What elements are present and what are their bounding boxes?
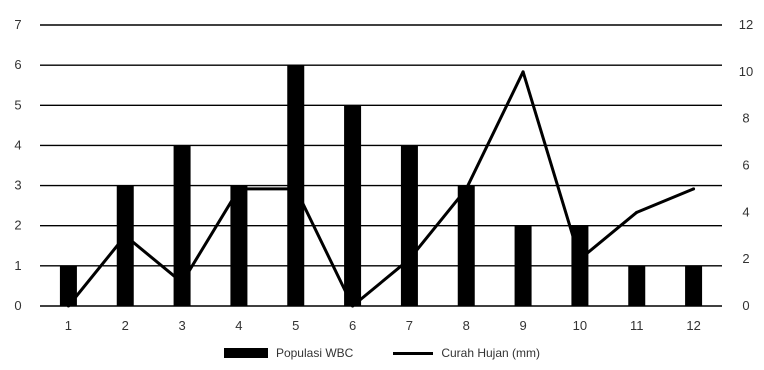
x-axis-tick: 1 — [65, 318, 72, 333]
x-axis-tick: 3 — [178, 318, 185, 333]
right-axis-tick: 6 — [742, 158, 749, 173]
line-point — [578, 257, 582, 261]
legend-swatch-bar — [223, 348, 268, 358]
line-point — [66, 304, 70, 308]
right-axis-tick: 10 — [739, 64, 753, 79]
line-point — [407, 257, 411, 261]
line-point — [692, 187, 696, 191]
left-axis-tick: 5 — [14, 97, 21, 112]
x-axis-tick: 2 — [122, 318, 129, 333]
bar — [230, 185, 248, 306]
legend: Populasi WBC Curah Hujan (mm) — [0, 346, 764, 360]
bar — [628, 265, 646, 306]
x-axis-tick: 9 — [519, 318, 526, 333]
bar-series — [59, 65, 703, 307]
bar — [173, 145, 191, 306]
left-axis-tick: 0 — [14, 298, 21, 313]
x-axis-tick: 6 — [349, 318, 356, 333]
right-axis-tick: 12 — [739, 17, 753, 32]
line-point — [180, 281, 184, 285]
legend-item-bars: Populasi WBC — [223, 346, 354, 360]
x-axis-tick: 5 — [292, 318, 299, 333]
line-series — [66, 70, 696, 308]
legend-item-line: Curah Hujan (mm) — [393, 346, 540, 360]
bar — [400, 145, 418, 306]
bar — [116, 185, 134, 306]
bar — [514, 225, 532, 306]
left-axis-tick: 1 — [14, 258, 21, 273]
legend-label-line: Curah Hujan (mm) — [441, 346, 541, 360]
bar — [685, 265, 703, 306]
line-point — [351, 304, 355, 308]
bar — [344, 105, 362, 307]
x-axis-tick: 7 — [406, 318, 413, 333]
line-point — [635, 210, 639, 214]
left-axis-ticks: 0 1 2 3 4 5 6 7 — [14, 17, 21, 313]
right-axis-tick: 4 — [742, 204, 749, 219]
right-axis-tick: 0 — [742, 298, 749, 313]
line-point — [237, 187, 241, 191]
left-axis-tick: 4 — [14, 137, 21, 152]
left-axis-tick: 2 — [14, 218, 21, 233]
x-axis-tick: 8 — [463, 318, 470, 333]
x-axis-tick: 12 — [686, 318, 700, 333]
line-path — [67, 70, 695, 308]
bar — [59, 265, 77, 306]
line-point — [521, 70, 525, 74]
x-axis-tick: 4 — [235, 318, 242, 333]
bar — [457, 185, 475, 306]
x-axis-ticks: 1 2 3 4 5 6 7 8 9 10 11 12 — [65, 318, 701, 333]
line-point — [294, 187, 298, 191]
legend-label-bars: Populasi WBC — [275, 346, 354, 360]
right-axis-tick: 2 — [742, 251, 749, 266]
bar — [287, 65, 305, 307]
x-axis-tick: 10 — [573, 318, 587, 333]
gridlines — [40, 24, 722, 307]
left-axis-tick: 6 — [14, 57, 21, 72]
right-axis-tick: 8 — [742, 111, 749, 126]
left-axis-tick: 7 — [14, 17, 21, 32]
right-axis-ticks: 0 2 4 6 8 10 12 — [739, 17, 753, 313]
legend-swatch-line — [393, 351, 434, 355]
line-point — [464, 187, 468, 191]
line-point — [123, 234, 127, 238]
x-axis-tick: 11 — [630, 318, 644, 333]
left-axis-tick: 3 — [14, 178, 21, 193]
